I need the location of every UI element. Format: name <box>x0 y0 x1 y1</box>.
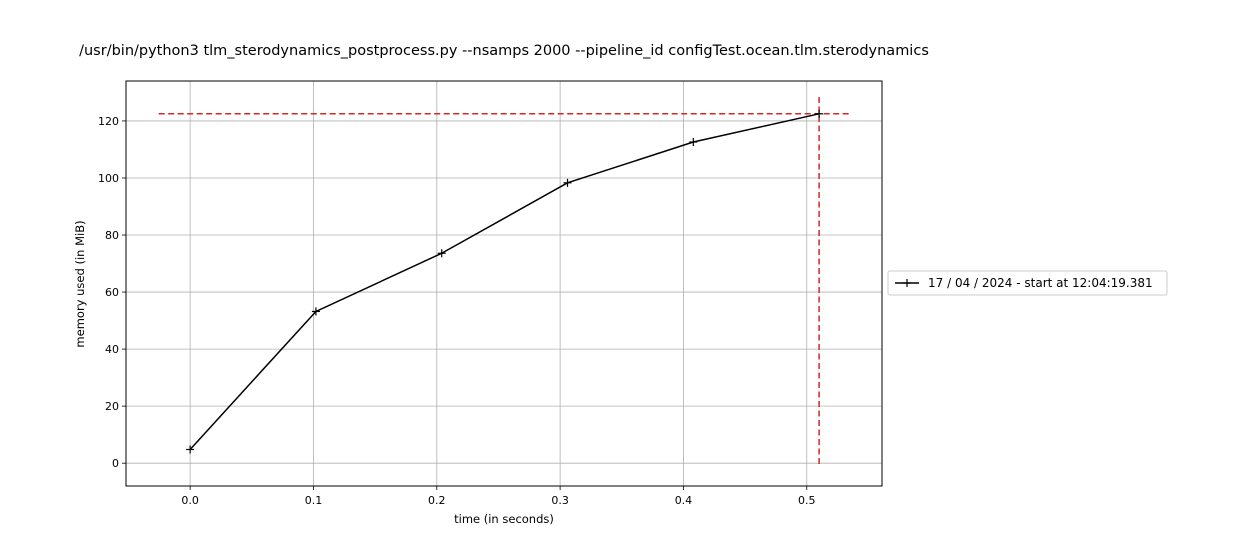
reference-lines <box>158 97 851 467</box>
x-axis-ticks: 0.0 0.1 0.2 0.3 0.4 0.5 <box>181 486 816 507</box>
data-point <box>689 138 698 147</box>
data-point <box>815 109 824 118</box>
data-point <box>563 178 572 187</box>
y-tick-label: 80 <box>105 229 119 242</box>
x-tick-label: 0.2 <box>428 494 446 507</box>
y-tick-label: 0 <box>112 457 119 470</box>
y-tick-label: 20 <box>105 400 119 413</box>
legend-box <box>887 270 1168 296</box>
series-line <box>189 113 820 450</box>
legend-marker-sample <box>903 279 911 287</box>
axes-frame <box>125 80 883 487</box>
x-tick-label: 0.0 <box>181 494 199 507</box>
series-layer <box>186 109 824 454</box>
legend-label: 17 / 04 / 2024 - start at 12:04:19.381 <box>928 276 1153 290</box>
data-point <box>186 445 195 454</box>
x-tick-label: 0.1 <box>305 494 323 507</box>
legend: 17 / 04 / 2024 - start at 12:04:19.381 <box>887 270 1168 296</box>
y-tick-label: 60 <box>105 286 119 299</box>
x-tick-label: 0.5 <box>798 494 816 507</box>
y-axis-label: memory used (in MiB) <box>73 220 87 347</box>
data-point <box>437 249 446 258</box>
x-tick-label: 0.3 <box>551 494 569 507</box>
y-tick-label: 100 <box>98 172 119 185</box>
data-point <box>311 307 320 316</box>
y-tick-label: 120 <box>98 115 119 128</box>
y-axis-ticks: 0 20 40 60 80 100 120 <box>98 115 126 470</box>
grid-lines <box>126 81 882 486</box>
y-tick-label: 40 <box>105 343 119 356</box>
x-tick-label: 0.4 <box>675 494 693 507</box>
x-axis-label: time (in seconds) <box>454 512 554 526</box>
chart-title: /usr/bin/python3 tlm_sterodynamics_postp… <box>79 43 929 59</box>
